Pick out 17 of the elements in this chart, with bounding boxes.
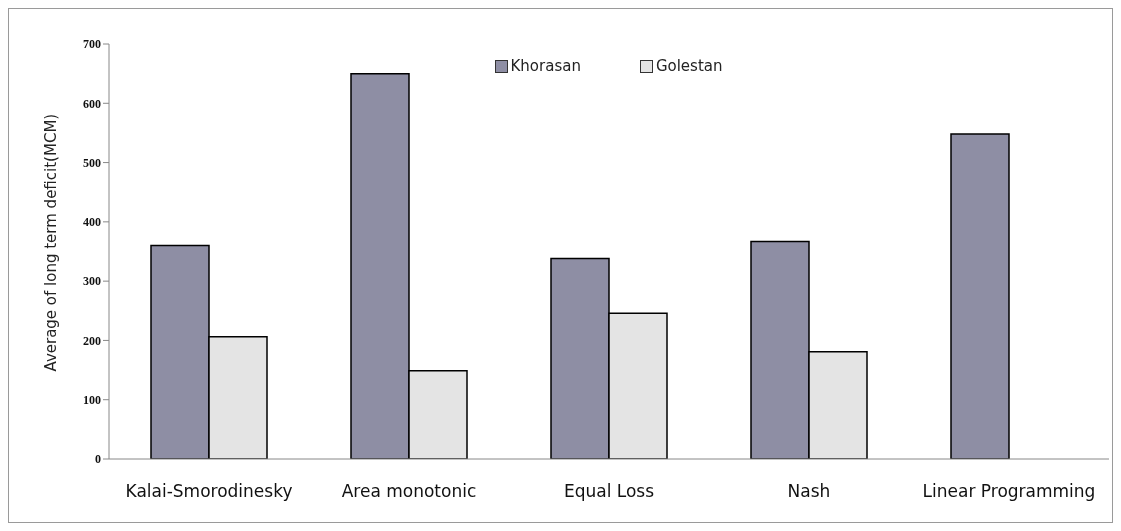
bar: [950, 133, 1010, 459]
x-tick-label: Equal Loss: [563, 481, 655, 502]
y-tick-label: 300: [83, 274, 101, 289]
y-tick-label: 700: [83, 37, 101, 52]
y-tick-label: 200: [83, 333, 101, 348]
y-axis-title: Average of long term deficit(MCM): [42, 113, 61, 372]
x-tick-label: Linear Programming: [922, 481, 1096, 502]
legend-label: Golestan: [654, 57, 723, 75]
y-tick-label: 400: [83, 215, 101, 230]
legend-label: Khorasan: [509, 57, 581, 75]
x-tick-label: Nash: [787, 481, 831, 502]
y-tick-label: 0: [95, 452, 101, 467]
y-tick-label: 500: [83, 155, 101, 170]
x-tick-label: Kalai-Smorodinesky: [125, 481, 293, 502]
y-tick-label: 600: [83, 96, 101, 111]
y-tick-label: 100: [83, 392, 101, 407]
x-tick-label: Area monotonic: [341, 481, 477, 502]
